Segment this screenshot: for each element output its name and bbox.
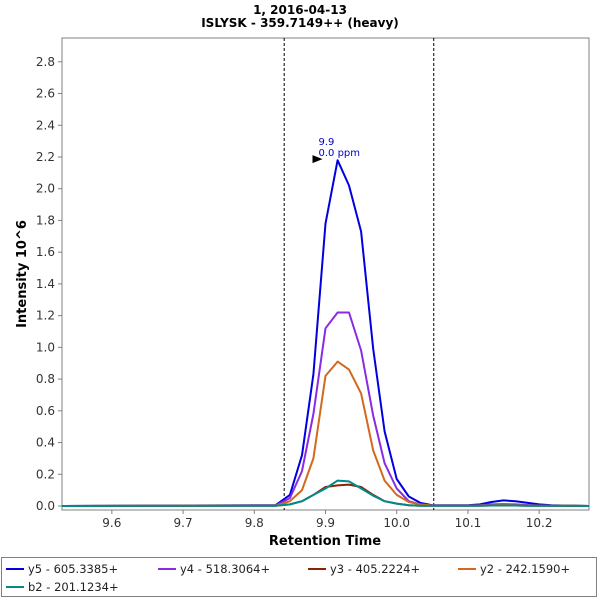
y-tick-label: 0.4: [36, 436, 55, 450]
legend-item: b2 - 201.1234+: [6, 579, 119, 595]
y-tick-label: 1.6: [36, 245, 55, 259]
y-tick-label: 2.4: [36, 118, 55, 132]
peak-ppm-label: 0.0 ppm: [319, 148, 361, 159]
chromatogram-chart: 1, 2016-04-13 ISLYSK - 359.7149++ (heavy…: [15, 3, 590, 549]
x-axis-ticks: 9.6 9.7 9.8 9.9 10.0 10.1 10.2: [102, 510, 553, 530]
peak-annotation: 9.9 0.0 ppm: [312, 137, 361, 164]
legend-item: y5 - 605.3385+: [6, 561, 118, 577]
legend-label: y4 - 518.3064+: [180, 562, 271, 576]
y-tick-label: 2.2: [36, 150, 55, 164]
series-lines: [61, 159, 590, 507]
x-tick-label: 10.0: [383, 516, 410, 530]
x-tick-label: 9.9: [316, 516, 335, 530]
integration-boundaries: [283, 38, 435, 510]
y-tick-label: 2.8: [36, 55, 55, 69]
y-tick-label: 0.0: [36, 499, 55, 513]
x-tick-label: 9.7: [174, 516, 193, 530]
legend-item: y4 - 518.3064+: [158, 561, 270, 577]
legend-swatch: [458, 568, 476, 570]
chart-title: 1, 2016-04-13: [253, 3, 347, 17]
y-tick-label: 1.4: [36, 277, 55, 291]
legend: y5 - 605.3385+ y4 - 518.3064+ y3 - 405.2…: [1, 557, 597, 597]
y-tick-label: 0.6: [36, 404, 55, 418]
series-line: [61, 479, 590, 507]
legend-label: y5 - 605.3385+: [28, 562, 119, 576]
y-tick-label: 2.0: [36, 182, 55, 196]
y-axis-ticks: 0.0 0.2 0.4 0.6 0.8 1.0 1.2 1.4 1.6 1.8 2.0 2.2 2.4 2…: [36, 55, 62, 513]
x-tick-label: 10.1: [455, 516, 482, 530]
chart-subtitle: ISLYSK - 359.7149++ (heavy): [201, 16, 399, 30]
y-axis-label: Intensity 10^6: [15, 220, 30, 328]
x-tick-label: 9.6: [102, 516, 121, 530]
x-tick-label: 10.2: [526, 516, 553, 530]
y-tick-label: 0.2: [36, 467, 55, 481]
series-line: [61, 159, 590, 507]
y-tick-label: 0.8: [36, 372, 55, 386]
legend-label: y2 - 242.1590+: [480, 562, 571, 576]
y-tick-label: 1.0: [36, 340, 55, 354]
legend-swatch: [6, 568, 24, 570]
legend-label: b2 - 201.1234+: [28, 580, 119, 594]
legend-swatch: [308, 568, 326, 570]
legend-swatch: [158, 568, 176, 570]
legend-item: y2 - 242.1590+: [458, 561, 570, 577]
legend-label: y3 - 405.2224+: [330, 562, 421, 576]
x-tick-label: 9.8: [245, 516, 264, 530]
y-tick-label: 2.6: [36, 87, 55, 101]
peak-rt-label: 9.9: [319, 137, 335, 148]
peak-arrow-icon: [312, 155, 323, 164]
y-tick-label: 1.2: [36, 309, 55, 323]
plot-area: [61, 37, 590, 511]
x-axis-label: Retention Time: [269, 534, 381, 549]
y-tick-label: 1.8: [36, 213, 55, 227]
legend-item: y3 - 405.2224+: [308, 561, 420, 577]
legend-swatch: [6, 586, 24, 588]
